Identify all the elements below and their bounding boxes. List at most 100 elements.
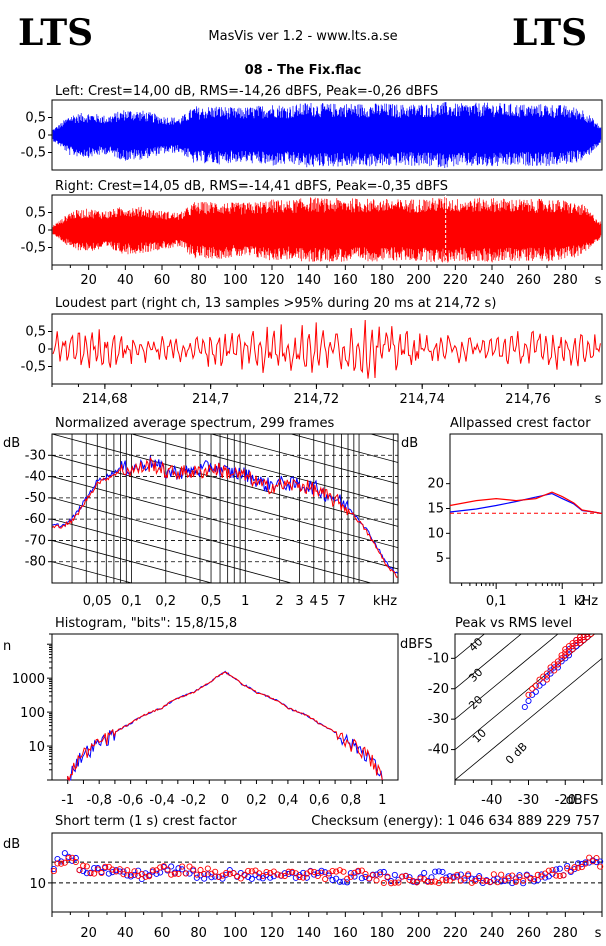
x-tick-label: 180 bbox=[370, 926, 395, 941]
x-tick-label: 0,8 bbox=[340, 793, 361, 808]
peak-rms-left-point bbox=[547, 670, 554, 677]
crest-right-point bbox=[102, 863, 109, 870]
x-tick-label: 100 bbox=[223, 926, 248, 941]
x-tick-label: 100 bbox=[223, 273, 248, 288]
crest-left-point bbox=[578, 861, 585, 868]
crest-right-point bbox=[512, 878, 519, 885]
crest-right-point bbox=[388, 880, 395, 887]
crest-left-point bbox=[303, 874, 310, 881]
x-tick-label: -0,8 bbox=[86, 793, 111, 808]
slope-line bbox=[52, 540, 213, 583]
allpass-ylabel: dB bbox=[401, 436, 418, 451]
loudest-trace bbox=[52, 319, 601, 379]
crest-right-point bbox=[69, 854, 76, 861]
x-tick-label: -30 bbox=[518, 793, 539, 808]
peak-rms-right-point bbox=[562, 649, 569, 656]
crest-right-point bbox=[300, 874, 307, 881]
crest-line-label: 10 bbox=[470, 727, 489, 746]
spectrum-title: Normalized average spectrum, 299 frames bbox=[55, 416, 334, 431]
x-unit-label: s bbox=[595, 926, 602, 941]
crest-right-point bbox=[278, 872, 285, 879]
peak-rms-left-point bbox=[536, 682, 543, 689]
x-unit-label: dBFS bbox=[566, 793, 599, 808]
crest-right-point bbox=[435, 880, 442, 887]
crest-right-point bbox=[432, 878, 439, 885]
y-tick-label: 100 bbox=[20, 706, 45, 721]
crest-left-point bbox=[344, 879, 351, 886]
crest-left-point bbox=[186, 870, 193, 877]
histogram-left-line bbox=[67, 670, 383, 781]
peak-rms-right-point bbox=[558, 652, 565, 659]
crest-right-point bbox=[83, 863, 90, 870]
crest-right-point bbox=[160, 863, 167, 870]
crest-left-point bbox=[175, 865, 182, 872]
crest-right-point bbox=[285, 868, 292, 875]
peak-rms-left-point bbox=[551, 664, 558, 671]
crest-right-point bbox=[230, 870, 237, 877]
crest-right-point bbox=[494, 879, 501, 886]
peak-rms-right-point bbox=[562, 652, 569, 659]
crest-right-point bbox=[395, 879, 402, 886]
x-tick-label: 200 bbox=[406, 926, 431, 941]
crest-right-point bbox=[153, 867, 160, 874]
crest-right-point bbox=[355, 867, 362, 874]
crest-right-point bbox=[575, 864, 582, 871]
slope-line bbox=[52, 497, 373, 583]
crest-right-point bbox=[120, 871, 127, 878]
peak-rms-right-point bbox=[536, 676, 543, 683]
checksum: Checksum (energy): 1 046 634 889 229 757 bbox=[311, 814, 600, 829]
x-tick-label: 260 bbox=[516, 273, 541, 288]
crest-right-point bbox=[523, 872, 530, 879]
crest-right-point bbox=[443, 877, 450, 884]
logo-right: LTS bbox=[512, 12, 587, 54]
crest-right-point bbox=[274, 871, 281, 878]
crest-right-point bbox=[296, 873, 303, 881]
loudest-title: Loudest part (right ch, 13 samples >95% … bbox=[55, 296, 496, 311]
crest-right-point bbox=[116, 866, 123, 873]
waveform-trace bbox=[52, 197, 602, 263]
crest-right-point bbox=[168, 871, 175, 878]
y-tick-label: 0,5 bbox=[25, 325, 46, 340]
peak-rms-right-point bbox=[532, 682, 539, 689]
crest-left-point bbox=[259, 875, 266, 882]
crest-right-point bbox=[259, 872, 266, 880]
crest-left-point bbox=[571, 866, 578, 873]
peak-rms-right-point bbox=[576, 640, 584, 647]
crest-right-point bbox=[333, 868, 340, 875]
crest-right-point bbox=[311, 868, 318, 875]
crest-right-point bbox=[193, 871, 200, 878]
x-tick-label: 0,05 bbox=[83, 594, 112, 609]
crest-left-point bbox=[395, 876, 402, 883]
file-title: 08 - The Fix.flac bbox=[245, 63, 362, 78]
crest-left-point bbox=[564, 862, 571, 869]
crest-right-point bbox=[87, 870, 94, 877]
crest-right-point bbox=[336, 867, 343, 874]
crest-left-point bbox=[388, 878, 395, 885]
y-tick-label: -80 bbox=[25, 555, 46, 570]
x-tick-label: 240 bbox=[480, 273, 505, 288]
y-tick-label: -0,5 bbox=[21, 241, 46, 256]
x-tick-label: 240 bbox=[480, 926, 505, 941]
crest-ylabel: dB bbox=[3, 837, 20, 852]
crest-left-point bbox=[542, 874, 549, 881]
left-waveform-panel: 0,5 0 -0,5 bbox=[21, 99, 603, 171]
crest-right-point bbox=[439, 876, 446, 883]
crest-right-point bbox=[366, 875, 373, 882]
crest-right-point bbox=[556, 872, 563, 879]
peak-rms-right-point bbox=[562, 646, 569, 653]
x-tick-label: 0,4 bbox=[278, 793, 299, 808]
x-tick-label: -0,6 bbox=[118, 793, 143, 808]
crest-right-point bbox=[175, 870, 182, 877]
x-tick-label: 214,68 bbox=[82, 392, 128, 407]
loudest-part-panel: 0,5 0 -0,5 214,68 214,7 214,72 214,74 214,76 s bbox=[21, 313, 603, 407]
crest-left-point bbox=[593, 859, 600, 866]
crest-left-point bbox=[336, 878, 343, 885]
x-tick-label: 220 bbox=[443, 926, 468, 941]
crest-right-point bbox=[76, 867, 83, 874]
crest-right-point bbox=[340, 868, 347, 875]
x-tick-label: 40 bbox=[117, 926, 134, 941]
crest-left-point bbox=[509, 880, 516, 887]
plot-frame bbox=[51, 433, 399, 584]
crest-left-point bbox=[439, 868, 446, 875]
